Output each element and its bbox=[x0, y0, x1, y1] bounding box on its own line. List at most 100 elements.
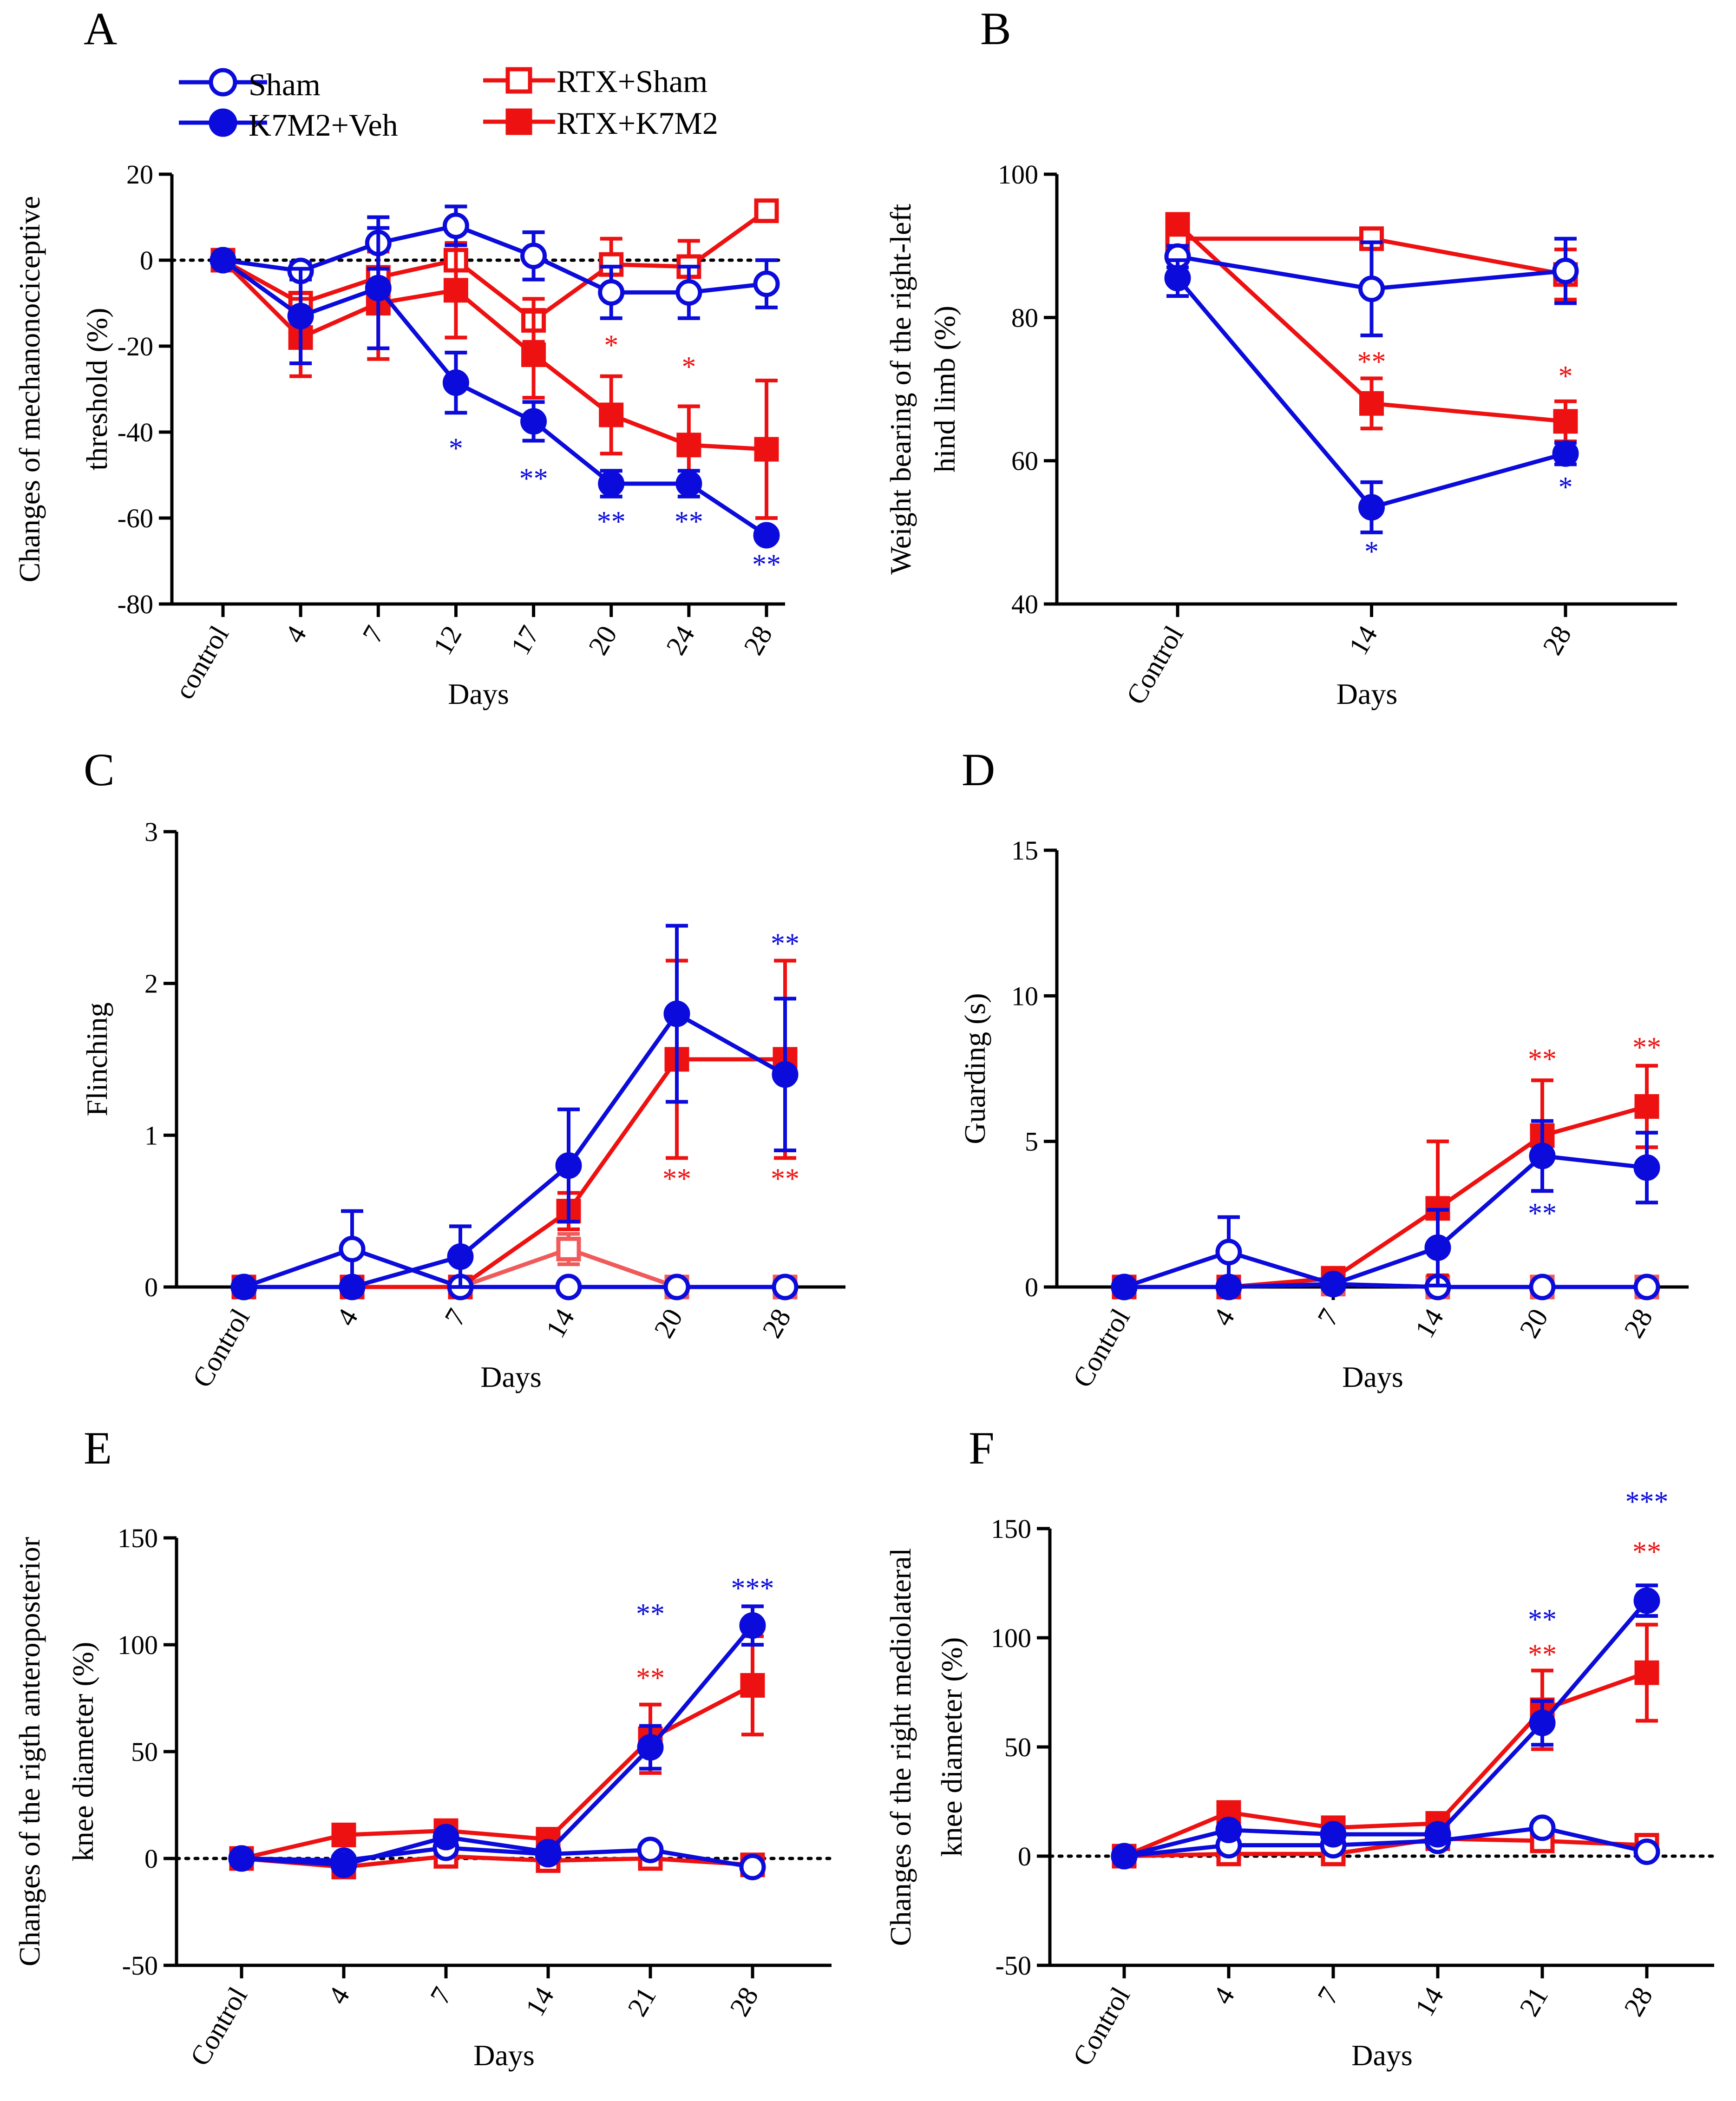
data-point bbox=[1633, 1154, 1660, 1181]
panel-label: C bbox=[84, 744, 115, 795]
data-point bbox=[520, 243, 547, 269]
significance-marker: *** bbox=[1625, 1486, 1669, 1517]
data-point bbox=[555, 1274, 582, 1300]
x-axis-title: Days bbox=[1342, 1360, 1403, 1393]
significance-marker: ** bbox=[1528, 1044, 1557, 1075]
series-k7m2 bbox=[1111, 1583, 1660, 1870]
y-tick-label: 0 bbox=[144, 1272, 158, 1302]
series-line-sham bbox=[243, 1247, 785, 1289]
y-tick-label: 100 bbox=[991, 1623, 1031, 1653]
series-k7m2 bbox=[230, 924, 799, 1300]
data-point bbox=[339, 1235, 366, 1262]
data-point bbox=[1634, 1660, 1659, 1685]
data-point bbox=[753, 522, 780, 549]
data-point bbox=[555, 1152, 582, 1179]
y-tick-label: -40 bbox=[118, 417, 153, 447]
panel-label: D bbox=[962, 744, 995, 795]
significance-marker: * bbox=[449, 433, 463, 465]
data-point bbox=[535, 1838, 562, 1865]
data-point bbox=[739, 1853, 766, 1880]
series-rtxk7m2 bbox=[1165, 212, 1578, 444]
data-point bbox=[1165, 212, 1190, 237]
significance-marker: ** bbox=[1632, 1032, 1661, 1064]
x-axis-title: Days bbox=[448, 677, 509, 710]
y-axis-title: Changes of the right mediolateral bbox=[884, 1548, 917, 1946]
data-point bbox=[663, 1274, 690, 1300]
data-point bbox=[1358, 276, 1385, 302]
series-line-k7m2 bbox=[1123, 1599, 1649, 1858]
data-point bbox=[442, 212, 469, 239]
data-point bbox=[1215, 1274, 1242, 1300]
y-axis-title: Changes of mechanonociceptive bbox=[13, 196, 46, 583]
data-point bbox=[598, 470, 625, 497]
y-axis-title: Flinching bbox=[80, 1002, 113, 1116]
y-tick-label: 10 bbox=[1011, 981, 1038, 1011]
y-tick-label: 150 bbox=[991, 1514, 1031, 1544]
significance-marker: *** bbox=[731, 1573, 774, 1604]
y-tick-label: 20 bbox=[126, 159, 153, 190]
legend-item-sham: Sham bbox=[179, 67, 321, 102]
data-point bbox=[1634, 1094, 1659, 1119]
x-axis-title: Days bbox=[1336, 677, 1398, 710]
legend-label-rtxsham: RTX+Sham bbox=[557, 64, 708, 99]
y-axis-title: knee diameter (%) bbox=[935, 1637, 968, 1857]
data-point bbox=[432, 1824, 459, 1851]
x-axis-title: Days bbox=[1351, 2039, 1413, 2072]
data-point bbox=[739, 1612, 766, 1639]
data-point bbox=[1358, 494, 1385, 521]
data-point bbox=[754, 198, 779, 223]
data-point bbox=[1215, 1239, 1242, 1266]
legend-label-sham: Sham bbox=[249, 67, 321, 102]
data-point bbox=[339, 1274, 366, 1300]
data-point bbox=[442, 369, 469, 396]
data-point bbox=[447, 1243, 474, 1270]
data-point bbox=[1633, 1587, 1660, 1614]
y-axis-title: threshold (%) bbox=[80, 308, 113, 470]
data-point bbox=[772, 1061, 799, 1088]
panel-label: E bbox=[84, 1422, 112, 1474]
series-line-rtxsham bbox=[222, 209, 768, 322]
series-line-sham bbox=[1123, 1250, 1647, 1289]
data-point bbox=[230, 1274, 257, 1300]
significance-marker: ** bbox=[1632, 1536, 1661, 1568]
significance-marker: ** bbox=[636, 1662, 665, 1694]
data-point bbox=[772, 1274, 799, 1300]
significance-marker: * bbox=[1559, 472, 1573, 503]
y-tick-label: 150 bbox=[118, 1523, 158, 1553]
y-tick-label: 0 bbox=[1018, 1841, 1031, 1871]
panel-label: A bbox=[84, 3, 117, 54]
data-point bbox=[520, 408, 547, 435]
significance-marker: ** bbox=[1528, 1639, 1557, 1670]
significance-marker: ** bbox=[675, 506, 703, 538]
y-tick-label: 100 bbox=[118, 1630, 158, 1660]
data-point bbox=[1215, 1817, 1242, 1844]
significance-marker: * bbox=[1364, 536, 1379, 568]
legend-item-rtxk7m2: RTX+K7M2 bbox=[483, 105, 718, 141]
data-point bbox=[365, 275, 392, 302]
legend-item-rtxsham: RTX+Sham bbox=[483, 64, 708, 99]
series-k7m2 bbox=[1164, 258, 1579, 534]
y-tick-label: 100 bbox=[998, 159, 1038, 190]
data-point bbox=[599, 402, 624, 427]
significance-marker: * bbox=[604, 330, 618, 361]
data-point bbox=[443, 278, 468, 303]
series-line-rtxk7m2 bbox=[221, 258, 767, 452]
data-point bbox=[1529, 1142, 1556, 1169]
data-point bbox=[1164, 265, 1191, 292]
data-point bbox=[331, 1822, 356, 1847]
series-sham bbox=[1164, 236, 1579, 337]
panel-label: B bbox=[980, 3, 1011, 54]
significance-marker: ** bbox=[519, 463, 548, 494]
legend-item-k7m2: K7M2+Veh bbox=[179, 107, 398, 143]
significance-marker: ** bbox=[771, 928, 799, 959]
y-tick-label: 1 bbox=[144, 1120, 158, 1150]
significance-marker: * bbox=[681, 351, 696, 383]
series-line-sham bbox=[1124, 1825, 1648, 1858]
data-point bbox=[1111, 1274, 1138, 1300]
series-line-k7m2 bbox=[241, 1624, 754, 1867]
y-axis-title: knee diameter (%) bbox=[66, 1642, 99, 1862]
